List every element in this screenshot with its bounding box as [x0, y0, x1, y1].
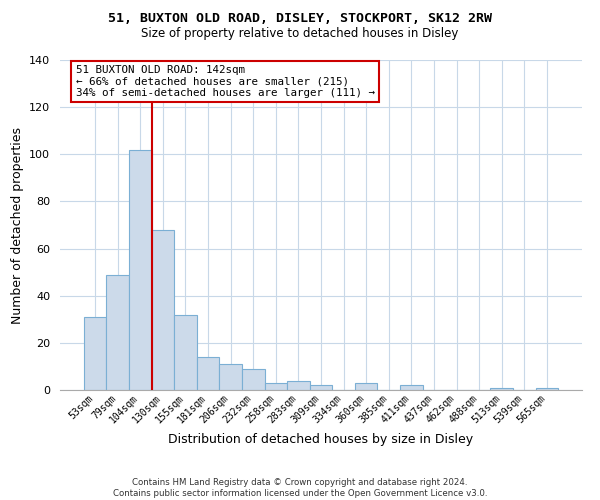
Bar [536, 388, 558, 390]
Text: 51, BUXTON OLD ROAD, DISLEY, STOCKPORT, SK12 2RW: 51, BUXTON OLD ROAD, DISLEY, STOCKPORT, … [108, 12, 492, 26]
Text: Size of property relative to detached houses in Disley: Size of property relative to detached ho… [142, 28, 458, 40]
Bar [197, 357, 220, 390]
Bar [490, 388, 513, 390]
Bar [220, 364, 242, 390]
Bar [310, 386, 332, 390]
Y-axis label: Number of detached properties: Number of detached properties [11, 126, 23, 324]
Bar [129, 150, 152, 390]
Bar [152, 230, 174, 390]
Bar [84, 317, 106, 390]
Bar [287, 380, 310, 390]
Text: Contains HM Land Registry data © Crown copyright and database right 2024.
Contai: Contains HM Land Registry data © Crown c… [113, 478, 487, 498]
Bar [265, 383, 287, 390]
Text: 51 BUXTON OLD ROAD: 142sqm
← 66% of detached houses are smaller (215)
34% of sem: 51 BUXTON OLD ROAD: 142sqm ← 66% of deta… [76, 65, 374, 98]
Bar [242, 369, 265, 390]
Bar [106, 274, 129, 390]
Bar [400, 386, 422, 390]
X-axis label: Distribution of detached houses by size in Disley: Distribution of detached houses by size … [169, 433, 473, 446]
Bar [174, 314, 197, 390]
Bar [355, 383, 377, 390]
